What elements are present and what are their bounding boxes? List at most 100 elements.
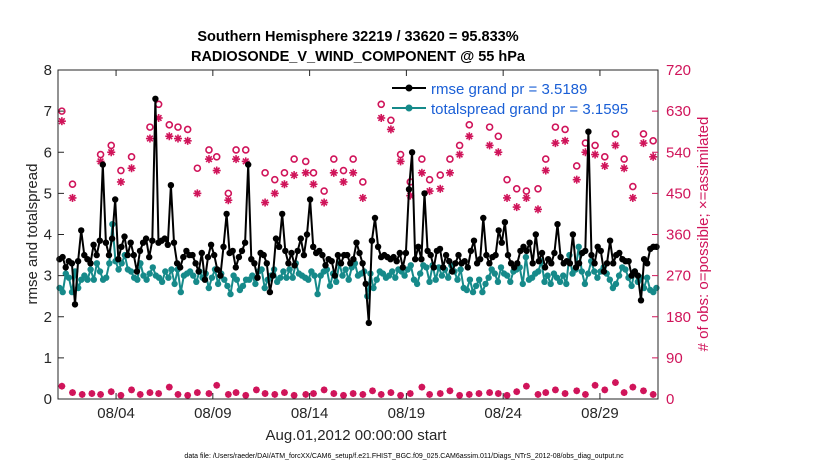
rmse-point [442,251,450,259]
obs-assimilated-stroke [302,391,309,398]
obs-assimilated-marker [551,139,560,148]
obs-possible-marker [270,175,279,184]
obs-assimilated-marker [591,381,599,389]
obs-assimilated-stroke [542,389,549,396]
obs-assimilated-stroke [205,390,212,397]
obs-assimilated-marker [302,391,310,398]
rmse-point [285,260,292,267]
rmse-point [501,219,509,226]
obs-assimilated-marker [252,386,260,394]
rmse-point [467,247,475,255]
chart-title: Southern Hemisphere 32219 / 33620 = 95.8… [197,29,518,45]
totalspread-point [286,266,293,273]
rmse-point [495,227,502,234]
obs-assimilated-stroke [128,164,135,172]
obs-assimilated-marker [136,391,144,398]
rmse-point [408,149,416,156]
totalspread-point [177,288,184,296]
obs-assimilated-stroke [350,390,357,397]
obs-assimilated-marker [649,391,657,398]
obs-assimilated-marker [377,391,385,398]
y2-tick-label: 270 [666,268,691,285]
y2-tick-label: 450 [666,185,691,202]
legend-rmse-marker [405,84,413,92]
totalspread-point [311,272,318,279]
obs-assimilated-stroke [522,194,530,202]
obs-assimilated-marker [396,157,405,166]
obs-assimilated-stroke [97,157,104,165]
rmse-point [439,264,447,271]
rmse-point [288,249,295,257]
rmse-point [331,272,338,279]
obs-assimilated-marker [612,379,619,386]
rmse-point [272,235,280,242]
totalspread-point [541,278,548,285]
obs-assimilated-stroke [97,391,104,398]
obs-assimilated-marker [184,391,192,399]
totalspread-point [224,282,231,290]
obs-assimilated-marker [359,391,367,398]
totalspread-point [438,272,446,279]
rmse-point [96,237,104,244]
rmse-point [201,276,209,283]
obs-possible-marker [301,157,310,166]
totalspread-point [190,272,197,279]
obs-assimilated-marker [377,113,386,122]
totalspread-point [389,268,396,275]
x-tick-label: 08/19 [388,405,426,422]
rmse-point [99,161,107,168]
totalspread-point [115,266,122,273]
obs-assimilated-stroke [117,178,125,186]
obs-assimilated-marker [270,189,279,198]
obs-possible-marker [541,155,550,163]
totalspread-point [227,290,234,298]
rmse-point [146,253,153,261]
obs-assimilated-marker [127,164,136,173]
series-layer [56,95,660,327]
obs-assimilated-stroke [649,153,657,161]
totalspread-point [146,270,153,277]
totalspread-point [563,280,570,288]
obs-assimilated-stroke [271,391,278,398]
rmse-point [535,258,543,265]
obs-possible-marker [649,137,657,145]
obs-assimilated-marker [552,386,559,394]
obs-possible-marker [418,155,426,163]
obs-assimilated-marker [387,389,395,397]
rmse-point [634,272,642,279]
obs-assimilated-marker [486,389,494,397]
rmse-point [133,268,141,275]
obs-assimilated-marker [456,391,464,399]
rmse-point [452,260,459,267]
obs-assimilated-stroke [640,139,647,147]
obs-assimilated-marker [534,205,542,214]
obs-possible-marker [600,153,609,161]
totalspread-point [339,272,346,279]
rmse-point [551,249,558,257]
obs-assimilated-stroke [573,176,581,184]
obs-assimilated-marker [640,387,647,395]
obs-assimilated-stroke [629,194,637,202]
y-tick-label: 5 [44,185,52,202]
totalspread-point [653,284,660,292]
obs-assimilated-stroke [601,162,609,170]
totalspread-point [454,276,461,283]
obs-possible-marker [193,164,202,173]
obs-assimilated-stroke [620,164,628,172]
totalspread-point [59,288,66,296]
obs-assimilated-stroke [397,392,404,399]
totalspread-point [466,276,474,283]
totalspread-point [485,274,492,281]
obs-assimilated-stroke [387,126,395,133]
obs-assimilated-marker [369,387,376,395]
x-tick-label: 08/14 [291,405,329,422]
obs-assimilated-stroke [281,180,288,188]
obs-assimilated-stroke [436,185,444,193]
totalspread-point [103,274,110,281]
obs-assimilated-marker [69,389,76,397]
obs-possible-marker [117,166,125,175]
obs-assimilated-marker [145,134,154,143]
y2-tick-label: 0 [666,391,674,408]
totalspread-point [504,272,511,279]
rmse-point [504,251,512,259]
